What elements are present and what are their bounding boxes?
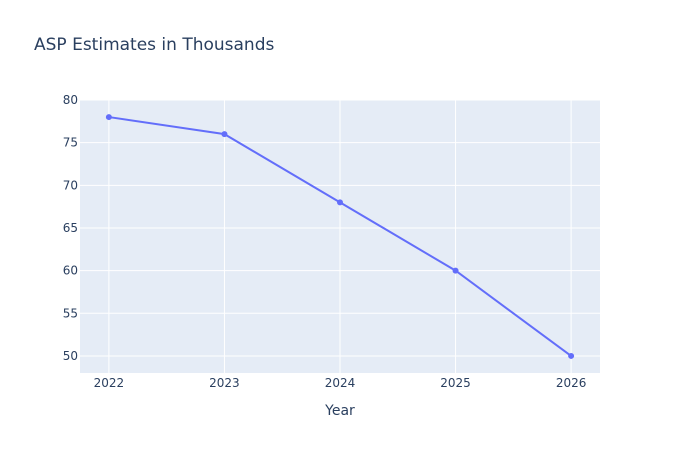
chart-title: ASP Estimates in Thousands	[34, 35, 275, 55]
x-tick-label: 2024	[325, 376, 356, 390]
y-axis: 50 55 60 65 70 75 80	[63, 93, 78, 363]
gridlines	[80, 99, 600, 373]
y-tick-label: 50	[63, 349, 78, 363]
y-tick-label: 60	[63, 264, 78, 278]
x-tick-label: 2026	[556, 376, 587, 390]
data-point	[221, 131, 228, 138]
data-points	[105, 114, 575, 359]
y-tick-label: 55	[63, 306, 78, 320]
y-tick-label: 65	[63, 221, 78, 235]
x-tick-label: 2025	[440, 376, 471, 390]
x-axis: 2022 2023 2024 2025 2026	[94, 376, 587, 390]
y-tick-label: 75	[63, 136, 78, 150]
x-axis-title: Year	[324, 403, 355, 419]
data-point	[568, 352, 575, 359]
y-tick-label: 70	[63, 178, 78, 192]
x-tick-label: 2022	[94, 376, 125, 390]
y-tick-label: 80	[63, 93, 78, 107]
data-point	[105, 114, 112, 121]
data-point	[337, 199, 343, 206]
data-point	[452, 267, 459, 274]
x-tick-label: 2023	[209, 376, 240, 390]
